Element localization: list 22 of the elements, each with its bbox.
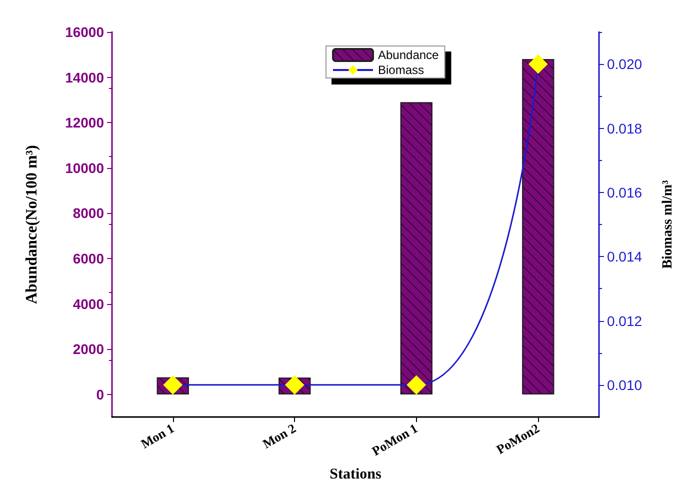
y-tick-label: 6000 <box>72 250 104 266</box>
y-tick-label: 14000 <box>65 69 104 86</box>
y2-tick-label: 0.012 <box>607 312 642 329</box>
y-tick-label: 12000 <box>65 114 104 131</box>
x-tick-label: Mon 1 <box>138 420 177 452</box>
y-axis-title: Abundance(No/100 m³) <box>24 144 40 304</box>
y-tick-label: 2000 <box>72 341 104 358</box>
y-tick-label: 16000 <box>65 24 104 40</box>
x-tick-label: Mon 2 <box>260 420 298 452</box>
x-axis-title: Stations <box>330 466 382 482</box>
legend-label: Biomass <box>378 63 424 77</box>
y-tick-label: 8000 <box>72 205 104 222</box>
y2-tick-label: 0.014 <box>607 248 642 265</box>
y2-tick-label: 0.020 <box>607 56 642 72</box>
y2-tick-label: 0.010 <box>607 376 642 393</box>
y-tick-label: 10000 <box>65 160 104 176</box>
y2-tick-label: 0.016 <box>607 184 642 200</box>
legend-label: Abundance <box>378 48 440 62</box>
y-tick-label: 4000 <box>72 296 104 312</box>
y-tick-label: 0 <box>96 386 104 402</box>
y2-axis-title: Biomass ml/m³ <box>660 180 676 269</box>
y2-tick-label: 0.018 <box>607 120 642 136</box>
